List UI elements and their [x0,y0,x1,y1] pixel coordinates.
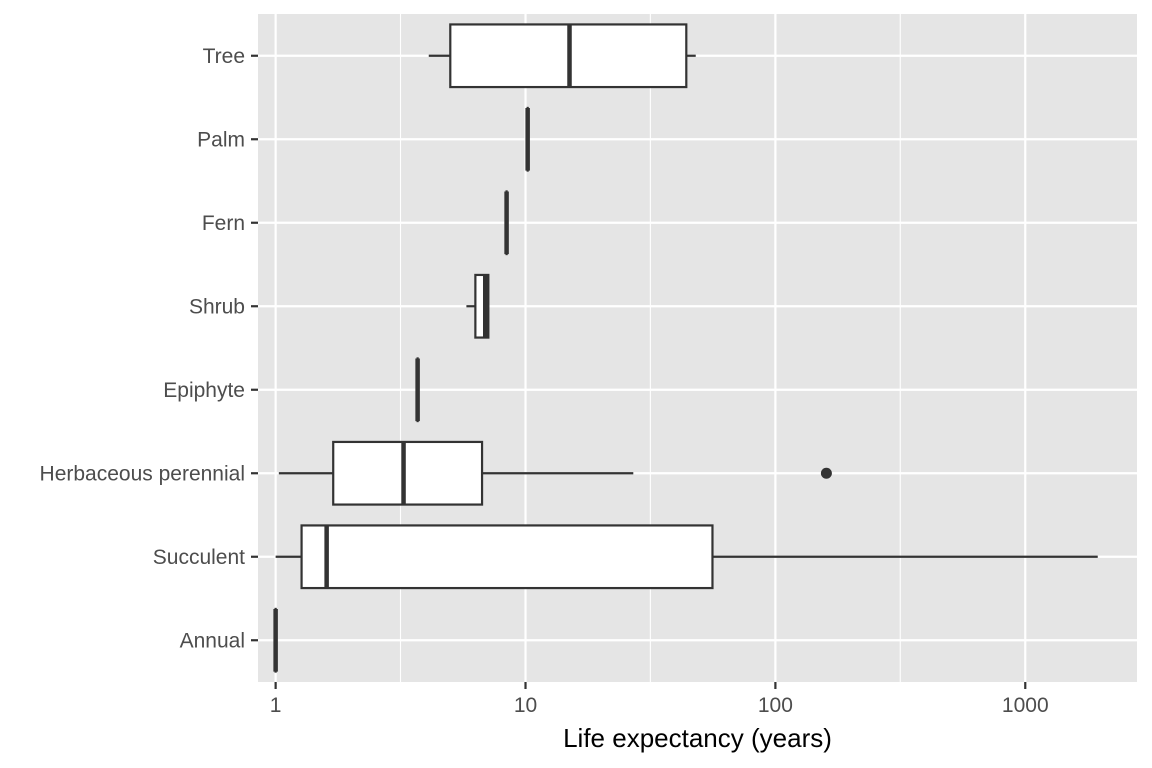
x-axis-title: Life expectancy (years) [563,723,832,753]
box-tree [428,23,696,89]
y-tick-label: Annual [180,629,245,652]
x-tick-label: 1 [270,694,282,717]
y-tick-label: Succulent [153,546,245,569]
box-succulent [275,524,1098,590]
box-iqr [332,440,484,506]
y-tick-label: Fern [202,212,245,235]
boxes [273,23,1098,673]
x-tick-label: 1000 [1002,694,1049,717]
x-tick-label: 10 [514,694,537,717]
y-tick-label: Epiphyte [163,379,245,402]
box-iqr [300,524,714,590]
y-tick-label: Palm [197,128,245,151]
y-axis: Tree Palm Fern Shrub Epiphyte Herbaceous pere… [40,45,258,652]
y-tick-label: Shrub [189,295,245,318]
x-axis: 1 10 100 1000 [270,682,1049,717]
y-tick-label: Tree [203,45,245,68]
box-herbaceous-perennial [278,440,832,506]
outlier-point [820,467,832,479]
x-tick-label: 100 [758,694,793,717]
box-shrub [466,273,490,339]
y-tick-label: Herbaceous perennial [40,462,245,485]
